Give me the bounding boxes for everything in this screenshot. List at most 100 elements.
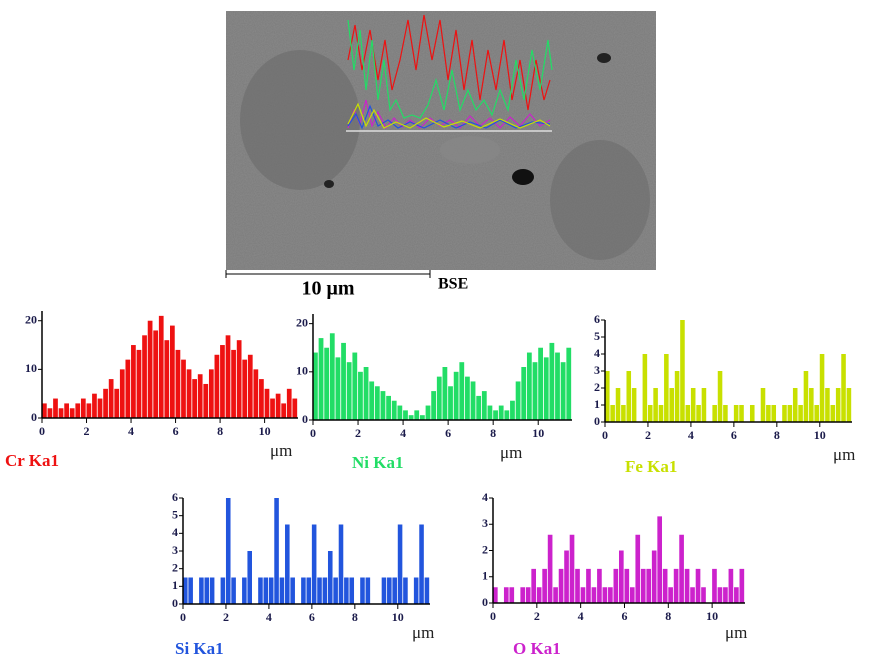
bar — [170, 325, 175, 418]
y-tick-label: 0 — [594, 414, 600, 428]
x-axis-label: μm — [725, 623, 747, 642]
bar — [147, 320, 153, 418]
bar — [602, 587, 608, 603]
bar — [619, 550, 624, 603]
y-tick-label: 2 — [172, 560, 178, 574]
bar — [142, 335, 147, 418]
bar — [555, 352, 560, 420]
bar — [47, 408, 53, 418]
bar — [188, 577, 193, 604]
x-tick-label: 0 — [490, 609, 496, 623]
x-tick-label: 6 — [445, 426, 451, 440]
chart-title: Si Ka1 — [175, 639, 224, 658]
bar — [419, 524, 424, 604]
y-tick-label: 6 — [172, 490, 178, 504]
bar — [690, 388, 696, 422]
bar — [646, 568, 652, 603]
bar — [369, 381, 375, 420]
x-tick-label: 4 — [266, 610, 272, 624]
bar — [520, 587, 526, 603]
bar — [175, 349, 181, 418]
bar — [442, 367, 448, 420]
bar — [285, 524, 290, 604]
bar — [419, 415, 425, 420]
bar — [397, 405, 403, 420]
bar — [346, 362, 352, 420]
bar — [360, 577, 365, 604]
bar — [220, 577, 226, 604]
x-tick-label: 10 — [392, 610, 404, 624]
y-tick-label: 5 — [172, 507, 178, 521]
bar — [580, 587, 586, 603]
bar — [679, 534, 684, 603]
sem-region — [440, 136, 500, 164]
bar — [92, 393, 97, 418]
bar — [749, 405, 755, 422]
bar — [734, 587, 739, 603]
bar — [242, 577, 247, 604]
x-tick-label: 2 — [534, 609, 540, 623]
bar — [701, 587, 706, 603]
bar — [504, 410, 510, 420]
y-tick-label: 4 — [482, 490, 488, 504]
y-tick-label: 4 — [172, 525, 178, 539]
bar — [306, 577, 312, 604]
bar — [220, 345, 225, 418]
bar — [626, 371, 632, 422]
bar — [532, 362, 538, 420]
x-tick-label: 8 — [352, 610, 358, 624]
bar — [242, 359, 248, 418]
bar — [558, 568, 564, 603]
bar — [566, 347, 572, 420]
bar — [830, 405, 836, 422]
x-tick-label: 4 — [578, 609, 584, 623]
bar — [80, 398, 86, 418]
x-tick-label: 2 — [645, 428, 651, 442]
bar — [569, 534, 575, 603]
bar — [397, 524, 403, 604]
bar — [701, 388, 707, 422]
y-tick-label: 1 — [594, 397, 600, 411]
bar — [605, 371, 610, 422]
x-tick-label: 10 — [532, 426, 544, 440]
bar — [270, 398, 275, 418]
bar — [647, 405, 653, 422]
bar — [841, 354, 846, 422]
chart-title: O Ka1 — [513, 639, 561, 658]
bar — [509, 587, 515, 603]
bar — [651, 550, 657, 603]
bar — [476, 395, 482, 420]
bar — [225, 335, 231, 418]
bar — [771, 405, 777, 422]
bar — [125, 359, 131, 418]
bar — [657, 516, 663, 603]
bar — [586, 568, 591, 603]
sem-ni-trace — [347, 19, 553, 119]
chart-title: Cr Ka1 — [5, 451, 59, 470]
bar — [792, 388, 798, 422]
bar — [597, 568, 602, 603]
bar — [531, 568, 537, 603]
bar — [591, 587, 597, 603]
bar — [403, 577, 408, 604]
bar — [695, 568, 701, 603]
bar — [335, 357, 341, 420]
bar — [835, 388, 841, 422]
bar — [192, 379, 197, 418]
bar — [453, 371, 459, 420]
x-tick-label: 0 — [39, 424, 45, 438]
x-tick-label: 8 — [665, 609, 671, 623]
bar — [624, 568, 630, 603]
bar — [181, 359, 186, 418]
bar — [381, 577, 387, 604]
sem-pore — [512, 169, 534, 185]
bar — [204, 577, 210, 604]
bar — [510, 400, 515, 420]
bar — [560, 362, 566, 420]
bar — [684, 568, 690, 603]
bar — [263, 577, 269, 604]
bar — [498, 405, 504, 420]
x-tick-label: 2 — [84, 424, 90, 438]
bar — [408, 415, 414, 420]
bar — [613, 568, 619, 603]
